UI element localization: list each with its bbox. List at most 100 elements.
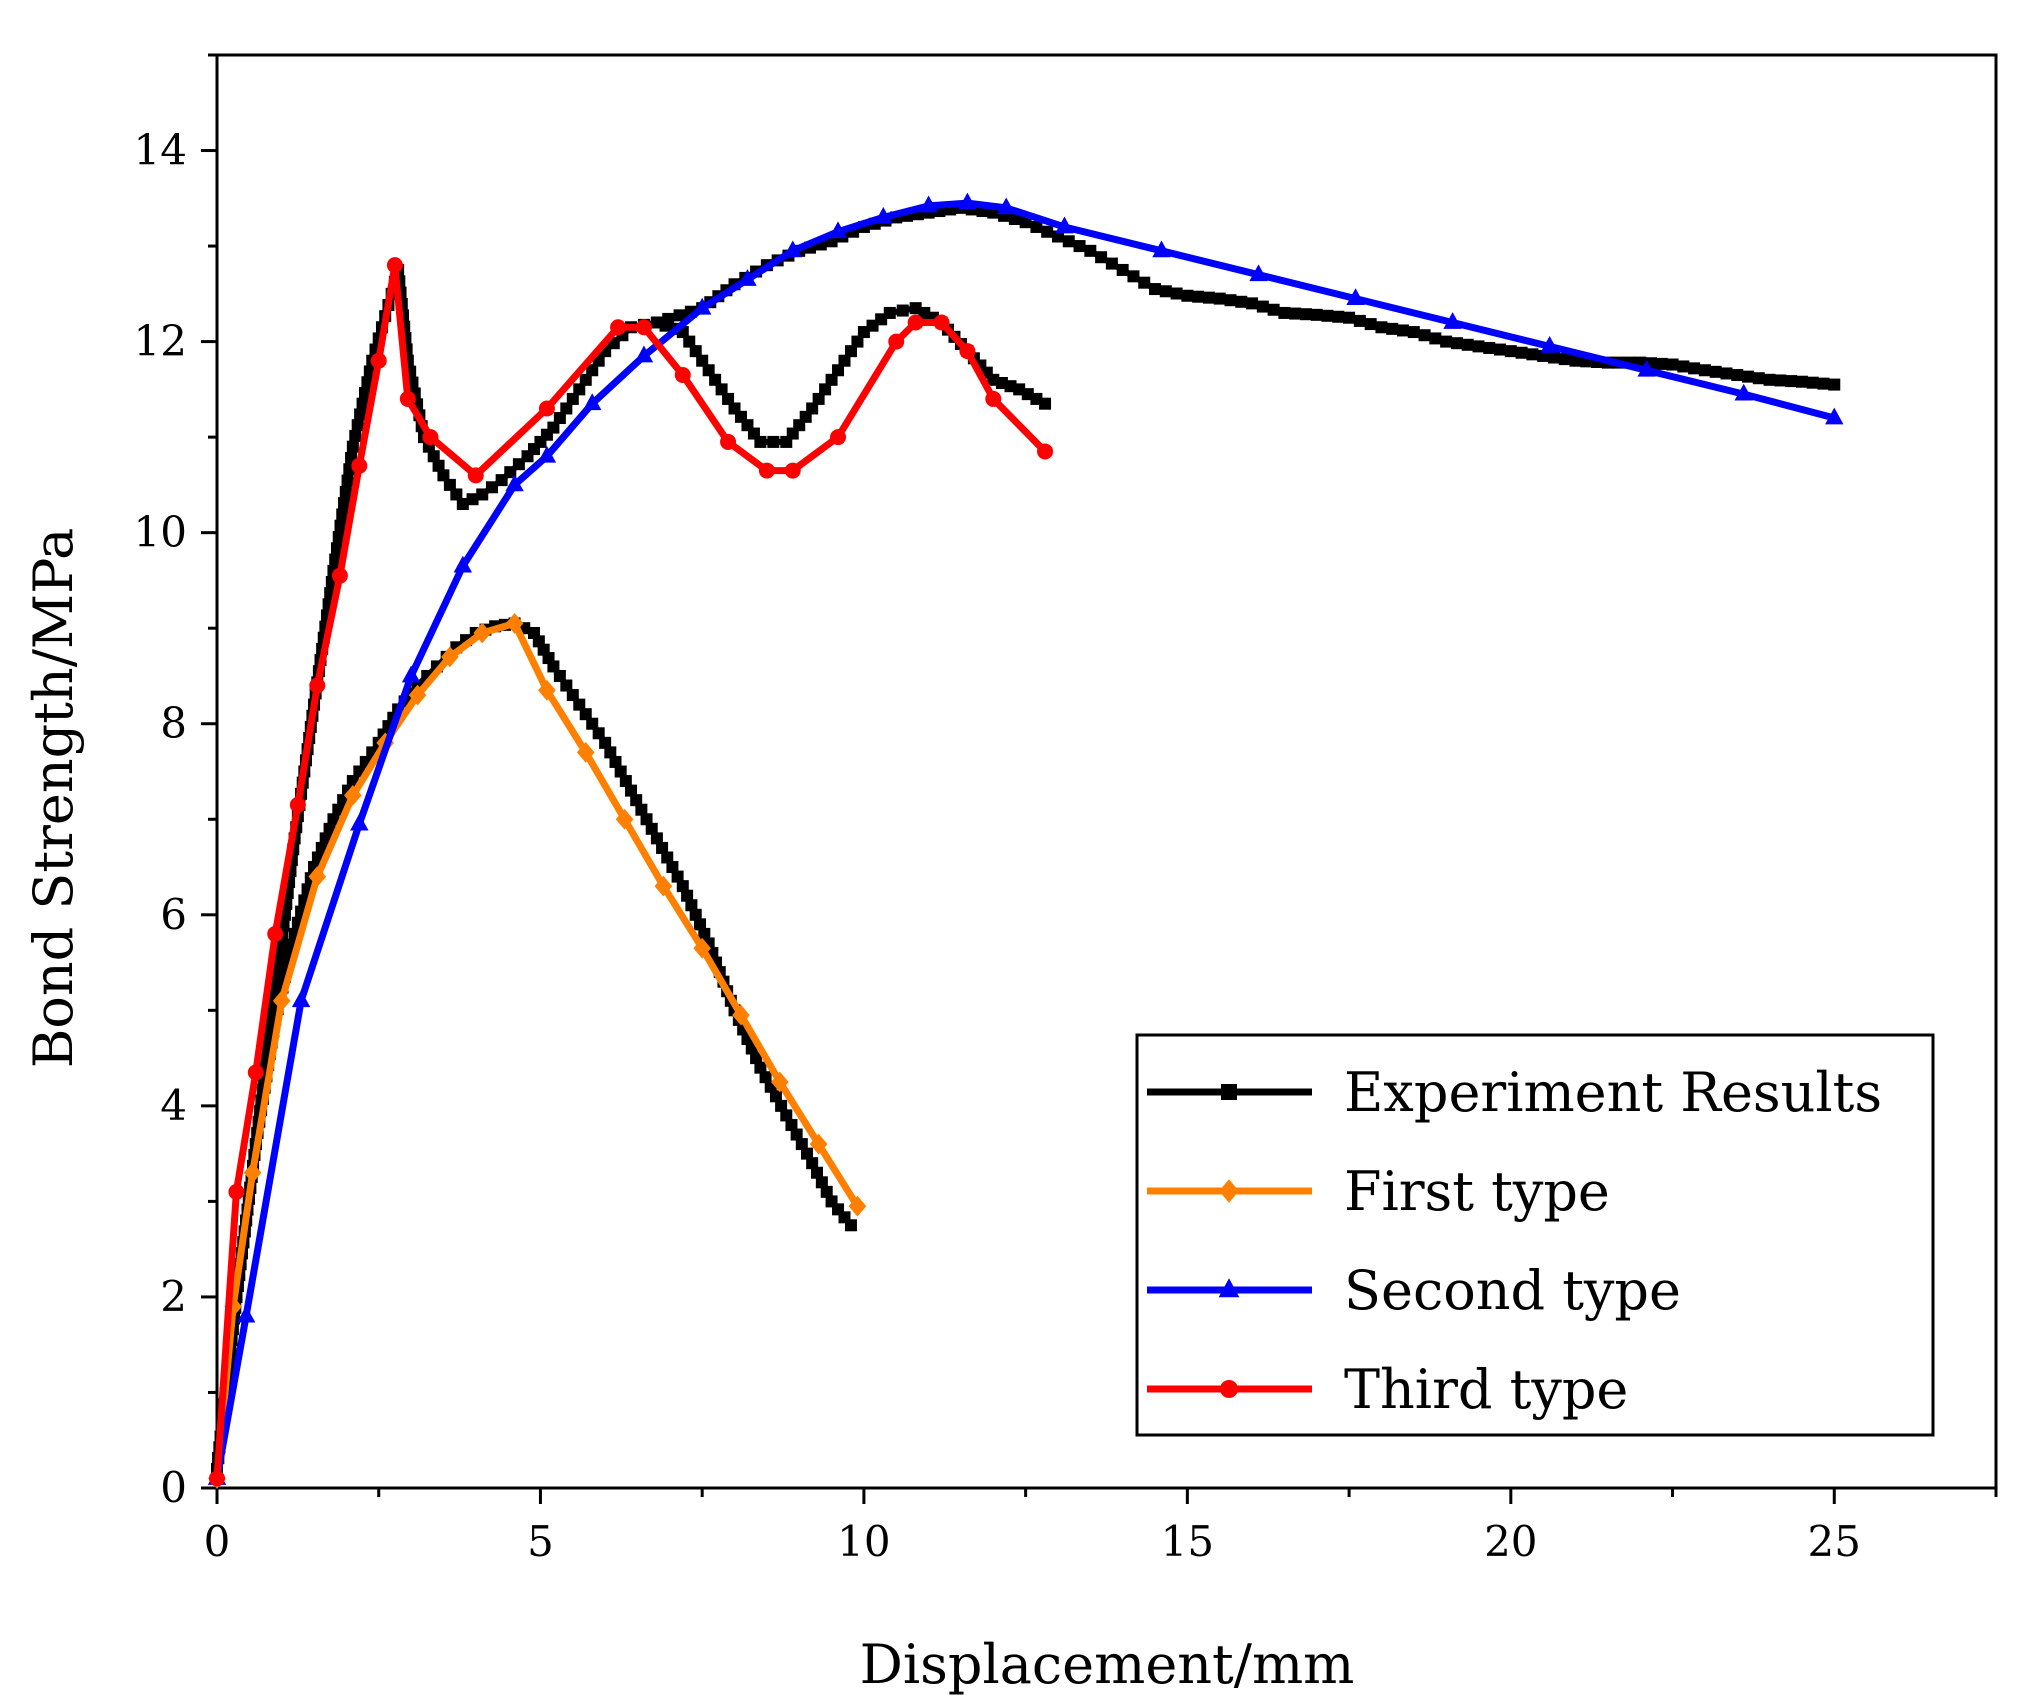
data-point [689,908,702,921]
axes-group: 0 5 10 15 20 25 0 2 4 6 8 10 12 14 [134,53,1998,1566]
data-point [209,1470,225,1487]
data-point [330,542,343,555]
data-point [738,269,757,286]
data-point [467,467,484,484]
data-point [883,306,896,319]
data-point [1698,364,1711,377]
data-point [344,784,362,806]
data-point [586,717,599,730]
data-point [610,319,627,336]
data-point [737,1023,750,1036]
data-point [1429,332,1442,345]
data-point [1825,407,1844,425]
data-point [694,918,707,931]
data-point [224,1296,242,1317]
data-point [1278,306,1291,319]
data-point [775,1099,788,1112]
data-point [334,519,347,532]
legend-marker [1221,1084,1237,1100]
data-point [1041,225,1054,238]
data-point [1235,295,1248,308]
data-point [809,1133,828,1155]
data-point [1246,297,1259,310]
data-point [1537,349,1550,362]
data-point [319,832,332,845]
x-tick-label: 25 [1808,1517,1861,1566]
data-point [351,457,368,474]
x-tick-label: 10 [837,1517,890,1566]
data-point [332,531,345,544]
legend-label: Third type [1344,1358,1628,1421]
data-point [228,1183,245,1200]
legend-item: Third type [1147,1358,1628,1421]
data-point [485,481,498,494]
data-point [832,364,845,377]
data-point [443,478,456,491]
data-point [1461,338,1474,351]
data-point [1709,365,1722,378]
data-point [1013,383,1026,396]
data-point [654,875,673,897]
data-point [1267,303,1280,316]
data-point [1181,289,1194,302]
data-point [1105,257,1118,270]
data-point [795,1138,808,1151]
data-point [505,613,524,634]
data-point [1734,383,1753,401]
x-tick-label: 0 [204,1517,231,1566]
data-point [722,392,735,405]
data-point [758,462,775,479]
y-axis-title: Bond Strength/MPa [22,528,85,1069]
data-point [661,851,674,864]
data-point [1019,216,1032,229]
data-point [844,345,857,358]
data-point [1742,370,1755,383]
series-first-type [208,613,867,1489]
data-point [1386,322,1399,335]
data-point [583,393,602,411]
legend-box [1135,1033,1935,1437]
data-point [825,373,838,386]
data-point [1170,287,1183,300]
data-point [331,567,348,584]
legend: Experiment Results First type Second type T… [1135,1033,1935,1437]
data-point [1375,321,1388,334]
data-point [830,429,847,446]
data-point [615,808,634,830]
data-point [437,469,450,482]
data-point [476,488,489,501]
data-point [553,412,566,425]
data-point [640,813,653,826]
data-point [289,796,306,813]
data-point [350,813,369,831]
data-point [351,419,364,432]
data-point [683,335,696,348]
data-point [614,765,627,778]
data-point [1763,373,1776,386]
data-point [354,408,367,421]
data-point [1039,397,1052,410]
data-point [599,736,612,749]
data-point [346,440,359,453]
data-point [650,832,663,845]
data-point [270,974,283,987]
data-point [1008,212,1021,225]
legend-marker [1218,1278,1240,1298]
data-point [1828,378,1841,391]
data-point [1289,307,1302,320]
data-point [800,1147,813,1160]
series-third-type [209,257,1054,1487]
data-point [1149,283,1162,296]
y-tick-label: 2 [160,1272,187,1321]
data-point [308,866,327,887]
data-point [1677,360,1690,373]
legend-label: First type [1344,1160,1610,1223]
data-point [538,400,555,417]
legend-marker [1219,1179,1239,1203]
data-point [634,345,654,363]
data-point [785,1118,798,1131]
data-point [586,364,599,377]
data-point [1443,312,1462,329]
data-point [888,333,905,350]
data-point [1440,335,1453,348]
